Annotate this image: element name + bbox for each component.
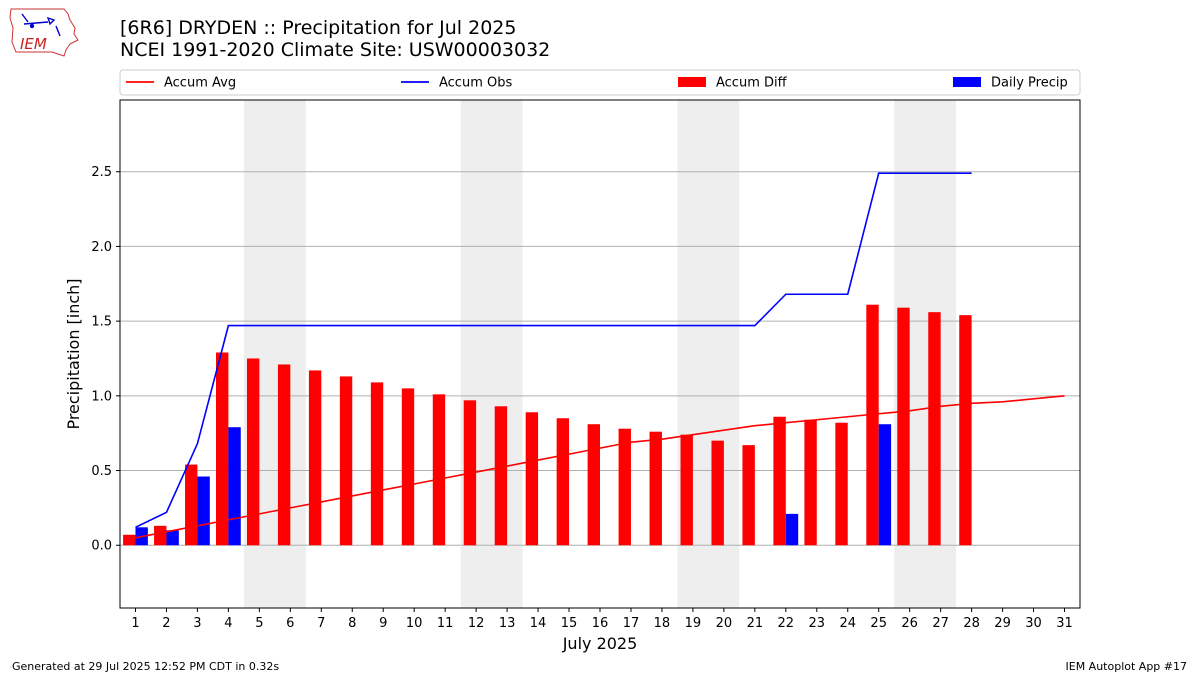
- accum-diff-bar: [680, 434, 693, 546]
- iem-logo: IEM: [9, 8, 79, 57]
- accum-diff-bar: [123, 534, 136, 546]
- accum-diff-bar: [432, 394, 446, 546]
- accum-diff-bar: [711, 440, 724, 546]
- accum-diff-bar: [494, 406, 508, 546]
- accum-diff-bar: [246, 358, 260, 546]
- accum-diff-bar: [525, 412, 539, 546]
- legend-swatch-bar: [678, 77, 706, 87]
- accum-diff-bar: [897, 307, 910, 546]
- x-tick-label: 7: [317, 616, 325, 631]
- x-tick-label: 6: [286, 616, 294, 631]
- accum-diff-bar: [835, 422, 848, 546]
- chart-title: [6R6] DRYDEN :: Precipitation for Jul 20…: [120, 17, 550, 61]
- legend-swatch-bar: [953, 77, 981, 87]
- x-tick-label: 4: [224, 616, 232, 631]
- accum-diff-bar: [339, 376, 353, 546]
- accum-diff-bar: [277, 364, 291, 546]
- legend-label: Accum Avg: [164, 76, 236, 91]
- x-tick-label: 8: [348, 616, 356, 631]
- daily-precip-bar: [197, 476, 210, 546]
- y-tick-label: 1.0: [91, 389, 112, 404]
- x-tick-label: 12: [468, 616, 485, 631]
- x-tick-label: 14: [530, 616, 547, 631]
- bars-layer: [123, 304, 972, 546]
- y-tick-label: 1.5: [91, 315, 112, 330]
- daily-precip-bar: [228, 427, 241, 546]
- accum-diff-bar: [866, 304, 879, 546]
- lines-layer: [135, 172, 1065, 539]
- daily-precip-bar: [878, 424, 892, 546]
- accum-diff-bar: [928, 312, 941, 546]
- accum-diff-bar: [308, 370, 322, 546]
- x-axis-label: July 2025: [562, 634, 638, 653]
- svg-text:IEM: IEM: [20, 35, 47, 53]
- x-tick-label: 24: [839, 616, 856, 631]
- legend-label: Accum Diff: [716, 76, 788, 91]
- y-tick-label: 0.5: [91, 464, 112, 479]
- x-tick-label: 20: [716, 616, 733, 631]
- x-tick-label: 11: [437, 616, 454, 631]
- legend-label: Accum Obs: [439, 76, 512, 91]
- title-line-2: NCEI 1991-2020 Climate Site: USW00003032: [120, 39, 551, 61]
- generated-timestamp: Generated at 29 Jul 2025 12:52 PM CDT in…: [12, 660, 280, 673]
- x-tick-label: 22: [778, 616, 795, 631]
- app-label: IEM Autoplot App #17: [1065, 660, 1188, 673]
- y-tick-label: 2.5: [91, 165, 112, 180]
- x-tick-label: 3: [193, 616, 201, 631]
- daily-precip-bar: [785, 513, 799, 546]
- x-tick-label: 28: [963, 616, 980, 631]
- daily-precip-bar: [166, 530, 179, 546]
- x-tick-label: 10: [406, 616, 423, 631]
- accum-diff-bar: [959, 315, 972, 546]
- accum-diff-bar: [649, 431, 662, 546]
- legend-box: [119, 69, 1081, 96]
- x-tick-label: 18: [654, 616, 671, 631]
- title-line-1: [6R6] DRYDEN :: Precipitation for Jul 20…: [120, 17, 517, 39]
- accum-diff-bar: [742, 445, 755, 546]
- accum-diff-bar: [185, 464, 198, 546]
- legend-label: Daily Precip: [991, 76, 1068, 91]
- x-tick-label: 27: [932, 616, 949, 631]
- accum-diff-bar: [618, 428, 631, 546]
- x-tick-label: 15: [561, 616, 578, 631]
- x-tick-label: 23: [809, 616, 826, 631]
- x-tick-label: 1: [131, 616, 139, 631]
- x-tick-label: 30: [1025, 616, 1042, 631]
- x-tick-label: 16: [592, 616, 609, 631]
- accum-obs-line: [135, 172, 972, 529]
- x-tick-label: 26: [901, 616, 918, 631]
- x-tick-label: 21: [747, 616, 764, 631]
- x-tick-label: 31: [1056, 616, 1073, 631]
- y-tick-label: 0.0: [91, 539, 112, 554]
- ticks-layer: 0.00.51.01.52.02.51 2 3 4 5 6 7 8 9 10 11 12 13 14 15 1…: [91, 165, 1072, 631]
- x-tick-label: 17: [623, 616, 640, 631]
- x-tick-label: 9: [379, 616, 387, 631]
- x-tick-label: 13: [499, 616, 516, 631]
- accum-diff-bar: [370, 382, 384, 546]
- y-tick-label: 2.0: [91, 240, 112, 255]
- x-tick-label: 5: [255, 616, 263, 631]
- accum-diff-bar: [216, 352, 229, 546]
- accum-avg-line: [135, 395, 1065, 539]
- x-tick-label: 19: [685, 616, 702, 631]
- x-tick-label: 2: [162, 616, 170, 631]
- accum-diff-bar: [154, 525, 167, 546]
- accum-diff-bar: [773, 416, 786, 546]
- accum-diff-bar: [401, 388, 415, 546]
- accum-diff-bar: [556, 418, 570, 546]
- legend: Accum Avg Accum Obs Accum Diff Daily Precip: [119, 69, 1081, 96]
- accum-diff-bar: [804, 419, 817, 546]
- accum-diff-bar: [587, 424, 600, 546]
- x-tick-label: 29: [994, 616, 1011, 631]
- y-axis-label: Precipitation [inch]: [64, 278, 83, 429]
- x-tick-label: 25: [870, 616, 887, 631]
